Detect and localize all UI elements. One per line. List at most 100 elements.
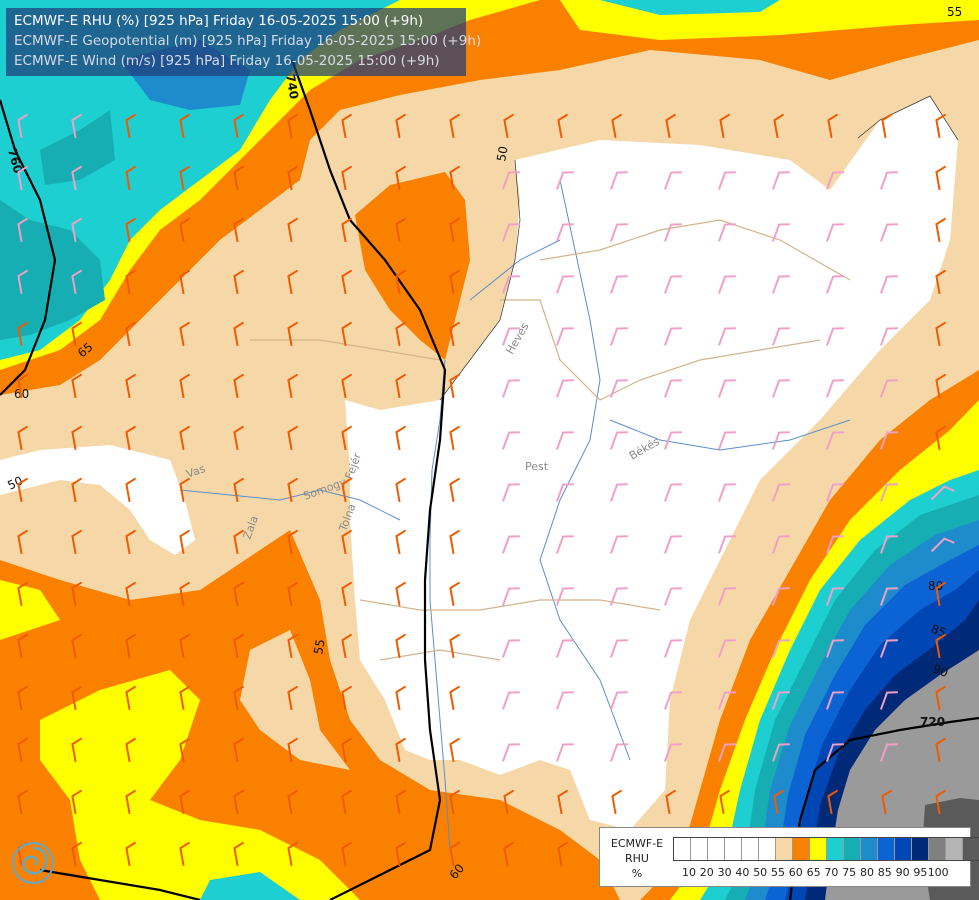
geo-sw-contour — [39, 868, 201, 900]
wind-barb — [501, 535, 520, 554]
wind-barb — [663, 275, 682, 294]
wind-barb — [935, 113, 947, 139]
legend-ticks: 10 20 30 40 50 55 60 65 70 75 80 85 90 95 100 — [673, 866, 973, 880]
title-geopotential: ECMWF-E Geopotential (m) [925 hPa] Frida… — [14, 33, 482, 49]
wind-barb — [449, 581, 461, 607]
legend-tick: 70 — [824, 866, 839, 879]
wind-barb — [717, 691, 736, 710]
legend-swatch — [708, 838, 725, 860]
wind-barb — [879, 327, 898, 346]
wind-barb — [717, 223, 736, 242]
legend-tick: 10 — [682, 866, 696, 879]
wind-barb — [663, 483, 682, 502]
wind-barb — [233, 841, 245, 867]
wind-barb — [449, 425, 461, 451]
wind-barb — [449, 321, 461, 347]
wind-barb — [395, 165, 407, 191]
wind-barb — [609, 327, 628, 346]
wind-barb — [71, 373, 83, 399]
wind-barb — [341, 217, 353, 243]
rh-sw-55-60-inner — [0, 820, 100, 900]
wind-barb — [287, 269, 299, 295]
wind-barb — [125, 737, 137, 763]
wind-barb — [663, 171, 682, 190]
rh-80-label: 80 — [928, 579, 943, 593]
wind-barb — [17, 425, 29, 451]
legend-swatch — [674, 838, 691, 860]
wind-barb — [879, 535, 898, 554]
wind-barb — [341, 581, 353, 607]
wind-barb — [719, 789, 731, 815]
geo-760-contour — [0, 99, 57, 396]
wind-barb — [771, 223, 790, 242]
wind-barb — [773, 789, 785, 815]
rh-sw-60-65-strip — [0, 580, 60, 640]
wind-barb — [71, 737, 83, 763]
wind-barb — [663, 535, 682, 554]
wind-barb — [501, 223, 520, 242]
wind-barb — [879, 275, 898, 294]
wind-barb — [341, 165, 353, 191]
wind-barb — [287, 477, 299, 503]
wind-barb — [717, 483, 736, 502]
wind-barb — [287, 373, 299, 399]
legend-swatch — [895, 838, 912, 860]
wind-barb — [825, 171, 844, 190]
wind-barb — [719, 113, 731, 139]
wind-barb — [827, 789, 839, 815]
wind-barb — [609, 379, 628, 398]
legend-tick: 65 — [806, 866, 821, 879]
wind-barb — [17, 633, 29, 659]
wind-barb — [879, 483, 898, 502]
wind-barb — [557, 841, 569, 867]
wind-barb — [125, 789, 137, 815]
wind-barb — [879, 379, 898, 398]
legend-swatch — [861, 838, 878, 860]
wind-barb — [611, 789, 623, 815]
geo-720-contour — [788, 716, 979, 900]
wind-barb — [501, 431, 520, 450]
wind-barb — [930, 485, 955, 501]
wind-barb — [449, 841, 461, 867]
wind-barb — [395, 217, 407, 243]
rh-central-55-60-pocket — [355, 172, 470, 360]
wind-barb — [665, 113, 677, 139]
wind-barb — [125, 321, 137, 347]
wind-barb — [125, 685, 137, 711]
wind-barb — [125, 113, 137, 139]
wind-barb — [179, 269, 191, 295]
wind-barb — [395, 529, 407, 555]
legend-tick: 55 — [771, 866, 785, 879]
wind-barb — [125, 529, 137, 555]
legend-tick: 80 — [860, 866, 874, 879]
wind-barb — [179, 113, 191, 139]
wind-barb — [825, 431, 844, 450]
geo-720-label: 720 — [920, 715, 945, 729]
wind-barb — [503, 789, 515, 815]
wind-barb — [555, 535, 574, 554]
wind-barb — [179, 685, 191, 711]
wind-barb — [609, 275, 628, 294]
legend-swatch — [742, 838, 759, 860]
wind-barb — [125, 425, 137, 451]
wind-barb — [179, 529, 191, 555]
wind-barb — [125, 581, 137, 607]
wind-barb — [771, 275, 790, 294]
wind-barb — [17, 477, 29, 503]
wind-barb — [233, 269, 245, 295]
rh-lt-50-west-pocket — [0, 445, 195, 555]
wind-barb — [879, 171, 898, 190]
legend-swatch — [691, 838, 708, 860]
legend-swatch — [759, 838, 776, 860]
wind-barb — [501, 743, 520, 762]
wind-barb — [555, 691, 574, 710]
legend-tick: 30 — [717, 866, 732, 879]
wind-barbs — [17, 113, 955, 867]
wind-barb — [233, 113, 245, 139]
wind-barb — [827, 113, 839, 139]
wind-barb — [771, 431, 790, 450]
wind-barb — [717, 275, 736, 294]
wind-barb — [557, 113, 569, 139]
wind-barb — [825, 639, 844, 658]
wind-barb — [17, 269, 29, 295]
